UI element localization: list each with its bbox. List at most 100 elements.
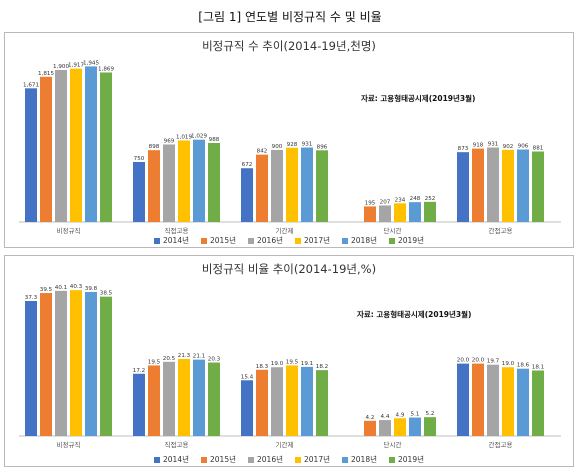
x-tick-label: 직접고용 (165, 226, 189, 235)
bar (40, 76, 52, 222)
data-label: 750 (134, 156, 145, 162)
legend-label: 2019년 (398, 236, 424, 245)
data-label: 20.0 (472, 358, 485, 364)
data-label: 918 (473, 143, 484, 149)
legend-swatch (295, 457, 301, 463)
bar (208, 142, 220, 222)
bar (193, 359, 205, 436)
page-title: [그림 1] 연도별 비정규직 수 및 비율 (198, 10, 382, 24)
data-label: 906 (518, 144, 529, 150)
x-tick-label: 비정규직 (57, 440, 81, 449)
bar (316, 150, 328, 222)
bar (178, 140, 190, 222)
data-label: 873 (458, 146, 469, 152)
bar (241, 380, 253, 436)
data-label: 1,869 (98, 66, 114, 72)
data-label: 1,900 (53, 64, 69, 70)
bar (100, 296, 112, 436)
x-tick-label: 기간제 (276, 440, 294, 449)
legend-item: 2017년 (295, 454, 330, 465)
bar (301, 147, 313, 222)
data-label: 17.2 (133, 368, 145, 374)
legend-label: 2015년 (210, 236, 236, 245)
bar (271, 150, 283, 222)
bar-chart-ratio: 37.339.5 40.1 40.3 39.838.5비정규직17.219.520.5… (19, 284, 561, 449)
legend-item: 2018년 (342, 454, 377, 465)
legend-swatch (342, 457, 348, 463)
bar (472, 148, 484, 222)
data-label: 20.0 (457, 358, 470, 364)
bar (457, 363, 469, 436)
data-label: 902 (503, 144, 514, 150)
bar (502, 367, 514, 436)
data-label: 38.5 (100, 291, 113, 297)
bar (409, 417, 421, 436)
legend-swatch (389, 238, 395, 244)
legend-swatch (201, 238, 207, 244)
data-label: 1,671 (23, 82, 39, 88)
x-tick-label: 단시간 (384, 440, 402, 449)
data-label: 234 (395, 197, 406, 203)
data-label: 928 (287, 142, 298, 148)
bar (472, 363, 484, 436)
data-label: 842 (257, 149, 268, 155)
bar (286, 365, 298, 436)
legend-swatch (342, 238, 348, 244)
bar (409, 202, 421, 222)
legend-label: 2018년 (351, 455, 377, 464)
data-label: 898 (149, 144, 160, 150)
legend-item: 2019년 (389, 235, 424, 246)
bar (271, 367, 283, 436)
bar (364, 206, 376, 222)
legend-label: 2017년 (304, 236, 330, 245)
data-label: 39.8 (85, 286, 98, 292)
bar (424, 201, 436, 222)
data-label: 39.5 (40, 287, 53, 293)
bar (487, 364, 499, 436)
data-label: 1,917 (68, 63, 84, 69)
legend-item: 2015년 (201, 454, 236, 465)
data-label: 5.1 (411, 412, 420, 418)
bar (256, 154, 268, 222)
bar (40, 293, 52, 436)
bar (517, 149, 529, 222)
data-label: 1,815 (38, 71, 54, 77)
legend-swatch (295, 238, 301, 244)
bar (133, 373, 145, 436)
legend-item: 2014년 (154, 235, 189, 246)
bar (85, 66, 97, 223)
data-label: 252 (425, 196, 436, 202)
chart-panel-count: 비정규직 수 추이(2014-19년,천명) 자료: 고용형태공시제(2019년… (4, 32, 574, 248)
legend-label: 2015년 (210, 455, 236, 464)
legend-swatch (248, 238, 254, 244)
legend-swatch (389, 457, 395, 463)
data-label: 18.2 (316, 364, 328, 370)
data-label: 19.5 (148, 359, 161, 365)
bar (70, 290, 82, 436)
legend: 2014년 2015년 2016년 2017년 2018년 2019년 (5, 454, 573, 465)
chart-title: 비정규직 수 추이(2014-19년,천명) (202, 39, 376, 53)
bar (163, 144, 175, 222)
data-label: 19.0 (502, 361, 515, 367)
data-label: 19.7 (487, 359, 500, 365)
bar (55, 290, 67, 436)
data-label: 40.3 (70, 284, 83, 290)
x-tick-label: 직접고용 (165, 440, 189, 449)
source-note: 자료: 고용형태공시제(2019년3월) (361, 94, 476, 103)
bar (532, 370, 544, 436)
legend: 2014년 2015년 2016년 2017년 2018년 2019년 (5, 235, 573, 246)
bar (379, 205, 391, 222)
data-label: 881 (533, 146, 544, 152)
data-label: 4.4 (381, 414, 390, 420)
bar (55, 70, 67, 222)
data-label: 18.3 (256, 364, 269, 370)
data-label: 37.3 (25, 295, 38, 301)
legend-label: 2016년 (257, 236, 283, 245)
bar (457, 152, 469, 222)
data-label: 19.1 (301, 361, 314, 367)
bar (100, 72, 112, 222)
bar (133, 162, 145, 222)
bar (208, 362, 220, 436)
data-label: 19.0 (271, 361, 284, 367)
